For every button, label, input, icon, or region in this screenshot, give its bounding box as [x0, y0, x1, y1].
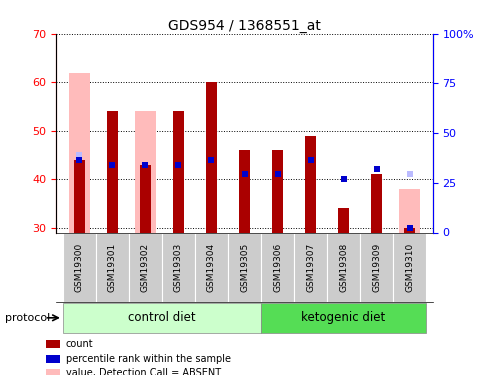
Bar: [195, 232, 227, 302]
Bar: [96, 232, 129, 302]
Bar: [370, 174, 382, 232]
Bar: [261, 303, 425, 333]
Title: GDS954 / 1368551_at: GDS954 / 1368551_at: [168, 19, 320, 33]
Bar: [134, 111, 156, 232]
Text: GSM19309: GSM19309: [371, 243, 380, 292]
Bar: [63, 303, 261, 333]
Bar: [46, 369, 60, 375]
Text: GSM19303: GSM19303: [174, 243, 183, 292]
Text: GSM19304: GSM19304: [206, 243, 216, 292]
Bar: [238, 150, 250, 232]
Text: GSM19305: GSM19305: [240, 243, 248, 292]
Bar: [392, 232, 425, 302]
Text: control diet: control diet: [128, 311, 195, 324]
Text: GSM19308: GSM19308: [338, 243, 347, 292]
Text: GSM19307: GSM19307: [305, 243, 314, 292]
Bar: [359, 232, 392, 302]
Bar: [172, 111, 184, 232]
Bar: [205, 82, 217, 232]
Bar: [398, 189, 420, 232]
Bar: [129, 232, 162, 302]
Text: GSM19310: GSM19310: [405, 243, 413, 292]
Bar: [106, 111, 118, 232]
Bar: [293, 232, 326, 302]
Text: GSM19301: GSM19301: [108, 243, 117, 292]
Text: GSM19306: GSM19306: [272, 243, 282, 292]
Text: GSM19302: GSM19302: [141, 243, 150, 292]
Bar: [227, 232, 261, 302]
Bar: [304, 135, 316, 232]
Bar: [326, 232, 359, 302]
Text: percentile rank within the sample: percentile rank within the sample: [65, 354, 230, 364]
Bar: [140, 165, 151, 232]
Bar: [337, 208, 348, 232]
Text: GSM19300: GSM19300: [75, 243, 83, 292]
Bar: [261, 232, 293, 302]
Bar: [271, 150, 283, 232]
Bar: [73, 160, 85, 232]
Text: value, Detection Call = ABSENT: value, Detection Call = ABSENT: [65, 368, 221, 375]
Bar: [68, 72, 90, 232]
Bar: [46, 355, 60, 363]
Bar: [63, 232, 96, 302]
Bar: [46, 340, 60, 348]
Text: count: count: [65, 339, 93, 349]
Bar: [403, 228, 415, 232]
Bar: [162, 232, 195, 302]
Text: protocol: protocol: [5, 313, 50, 323]
Text: ketogenic diet: ketogenic diet: [301, 311, 385, 324]
